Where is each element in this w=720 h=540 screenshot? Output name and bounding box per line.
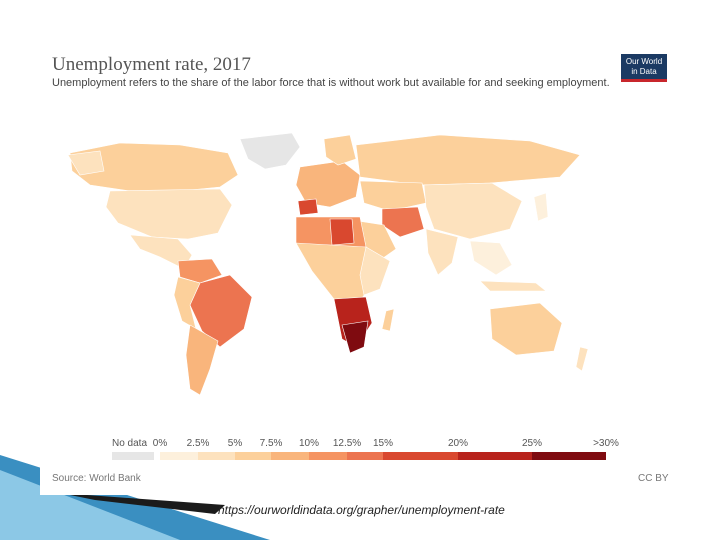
license-link[interactable]: CC BY [638,473,669,484]
region-southeast-asia[interactable] [469,240,513,276]
region-brazil[interactable] [189,274,253,348]
region-scandinavia[interactable] [323,134,357,166]
logo-line-2: in Data [631,67,657,76]
region-australia[interactable] [489,302,563,356]
region-india[interactable] [425,228,459,276]
legend-swatch-6[interactable] [383,452,458,460]
source-note: Source: World Bank [52,473,141,484]
region-greenland[interactable] [239,132,301,170]
legend-tick-9: >30% [593,438,619,449]
region-east-africa[interactable] [359,246,391,296]
legend-tick-7: 20% [447,438,469,449]
legend-swatch-2[interactable] [235,452,271,460]
region-alaska[interactable] [67,150,105,176]
region-madagascar[interactable] [381,308,395,332]
region-usa[interactable] [105,188,233,240]
legend-tick-1: 2.5% [186,438,210,449]
legend-swatch-4[interactable] [309,452,347,460]
legend-swatch-5[interactable] [347,452,383,460]
region-canada[interactable] [69,142,239,192]
legend-swatch-0[interactable] [160,452,198,460]
region-south-africa[interactable] [341,320,369,354]
region-iran[interactable] [381,206,425,238]
legend-tick-3: 7.5% [259,438,283,449]
region-china[interactable] [423,182,523,240]
legend-tick-4: 10% [298,438,320,449]
footer-url[interactable]: https://ourworldindata.org/grapher/unemp… [218,503,505,517]
legend: No data 0% 2.5% 5% 7.5% 10% 12.5% 15% 20% 25% >30… [112,438,652,463]
legend-no-data-swatch [112,452,154,460]
legend-swatch-7[interactable] [458,452,532,460]
logo-line-1: Our World [625,57,663,66]
our-world-in-data-logo[interactable]: Our World in Data [621,54,667,82]
legend-swatch-8[interactable] [532,452,606,460]
chart-title: Unemployment rate, 2017 [52,54,251,75]
legend-tick-5: 12.5% [332,438,362,449]
region-central-asia[interactable] [359,180,427,212]
region-new-zealand[interactable] [575,346,589,372]
region-northern-south-america[interactable] [177,258,223,284]
region-japan[interactable] [533,192,549,222]
legend-tick-2: 5% [227,438,243,449]
region-libya[interactable] [329,218,355,246]
legend-tick-8: 25% [521,438,543,449]
legend-tick-6: 15% [372,438,394,449]
corner-band-dark [60,493,225,514]
region-indonesia[interactable] [479,280,547,292]
region-russia[interactable] [355,134,581,186]
legend-tick-0: 0% [152,438,168,449]
legend-no-data-label: No data [112,438,148,449]
world-map[interactable] [60,125,620,425]
region-europe[interactable] [295,160,361,208]
legend-swatch-1[interactable] [198,452,235,460]
region-spain[interactable] [297,198,319,216]
region-southern-cone[interactable] [185,324,219,396]
chart-subtitle: Unemployment refers to the share of the … [52,77,610,89]
legend-swatch-3[interactable] [271,452,309,460]
